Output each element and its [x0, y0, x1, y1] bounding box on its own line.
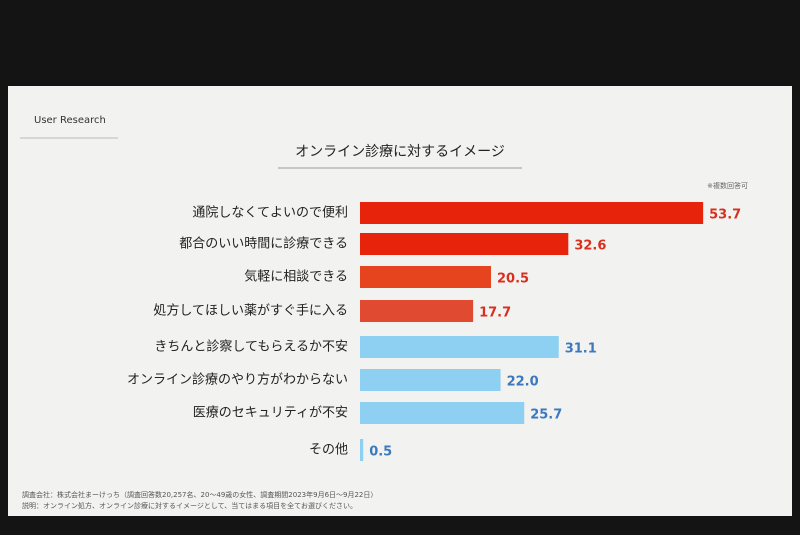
value-label: 25.7 [530, 408, 562, 423]
bar [360, 439, 364, 461]
chart-title: オンライン診療に対するイメージ [295, 143, 505, 160]
bar [360, 266, 491, 288]
category-label: オンライン診療のやり方がわからない [127, 372, 348, 388]
bar [360, 300, 474, 322]
category-label: きちんと診察してもらえるか不安 [154, 339, 348, 355]
bar [360, 402, 525, 424]
bar [360, 202, 704, 224]
category-label: その他 [309, 443, 348, 458]
section-label: User Research [34, 115, 106, 126]
value-label: 0.5 [369, 445, 392, 460]
category-label: 気軽に相談できる [244, 269, 348, 285]
value-label: 31.1 [565, 342, 597, 357]
footer-line: 説明：オンライン処方、オンライン診療に対するイメージとして、当てはまる項目を全て… [22, 501, 357, 510]
category-label: 医療のセキュリティが不安 [193, 406, 348, 421]
bar [360, 369, 501, 391]
value-label: 53.7 [709, 208, 741, 223]
category-label: 処方してほしい薬がすぐ手に入る [153, 303, 348, 319]
value-label: 20.5 [497, 272, 529, 287]
note: ※複数回答可 [707, 181, 748, 190]
category-label: 都合のいい時間に診療できる [179, 236, 348, 252]
footer-line: 調査会社：株式会社まーけっち（調査回答数20,257名、20〜49歳の女性、調査… [22, 490, 377, 499]
bar [360, 336, 559, 358]
bar [360, 233, 569, 255]
value-label: 32.6 [574, 239, 606, 254]
category-label: 通院しなくてよいので便利 [192, 206, 348, 221]
value-label: 22.0 [507, 375, 539, 390]
value-label: 17.7 [479, 306, 511, 321]
